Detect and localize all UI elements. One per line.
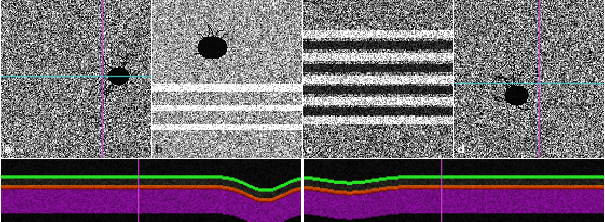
Text: d: d [457, 145, 465, 155]
Text: c: c [306, 145, 312, 155]
Text: a: a [4, 145, 11, 155]
Text: b: b [154, 145, 162, 155]
